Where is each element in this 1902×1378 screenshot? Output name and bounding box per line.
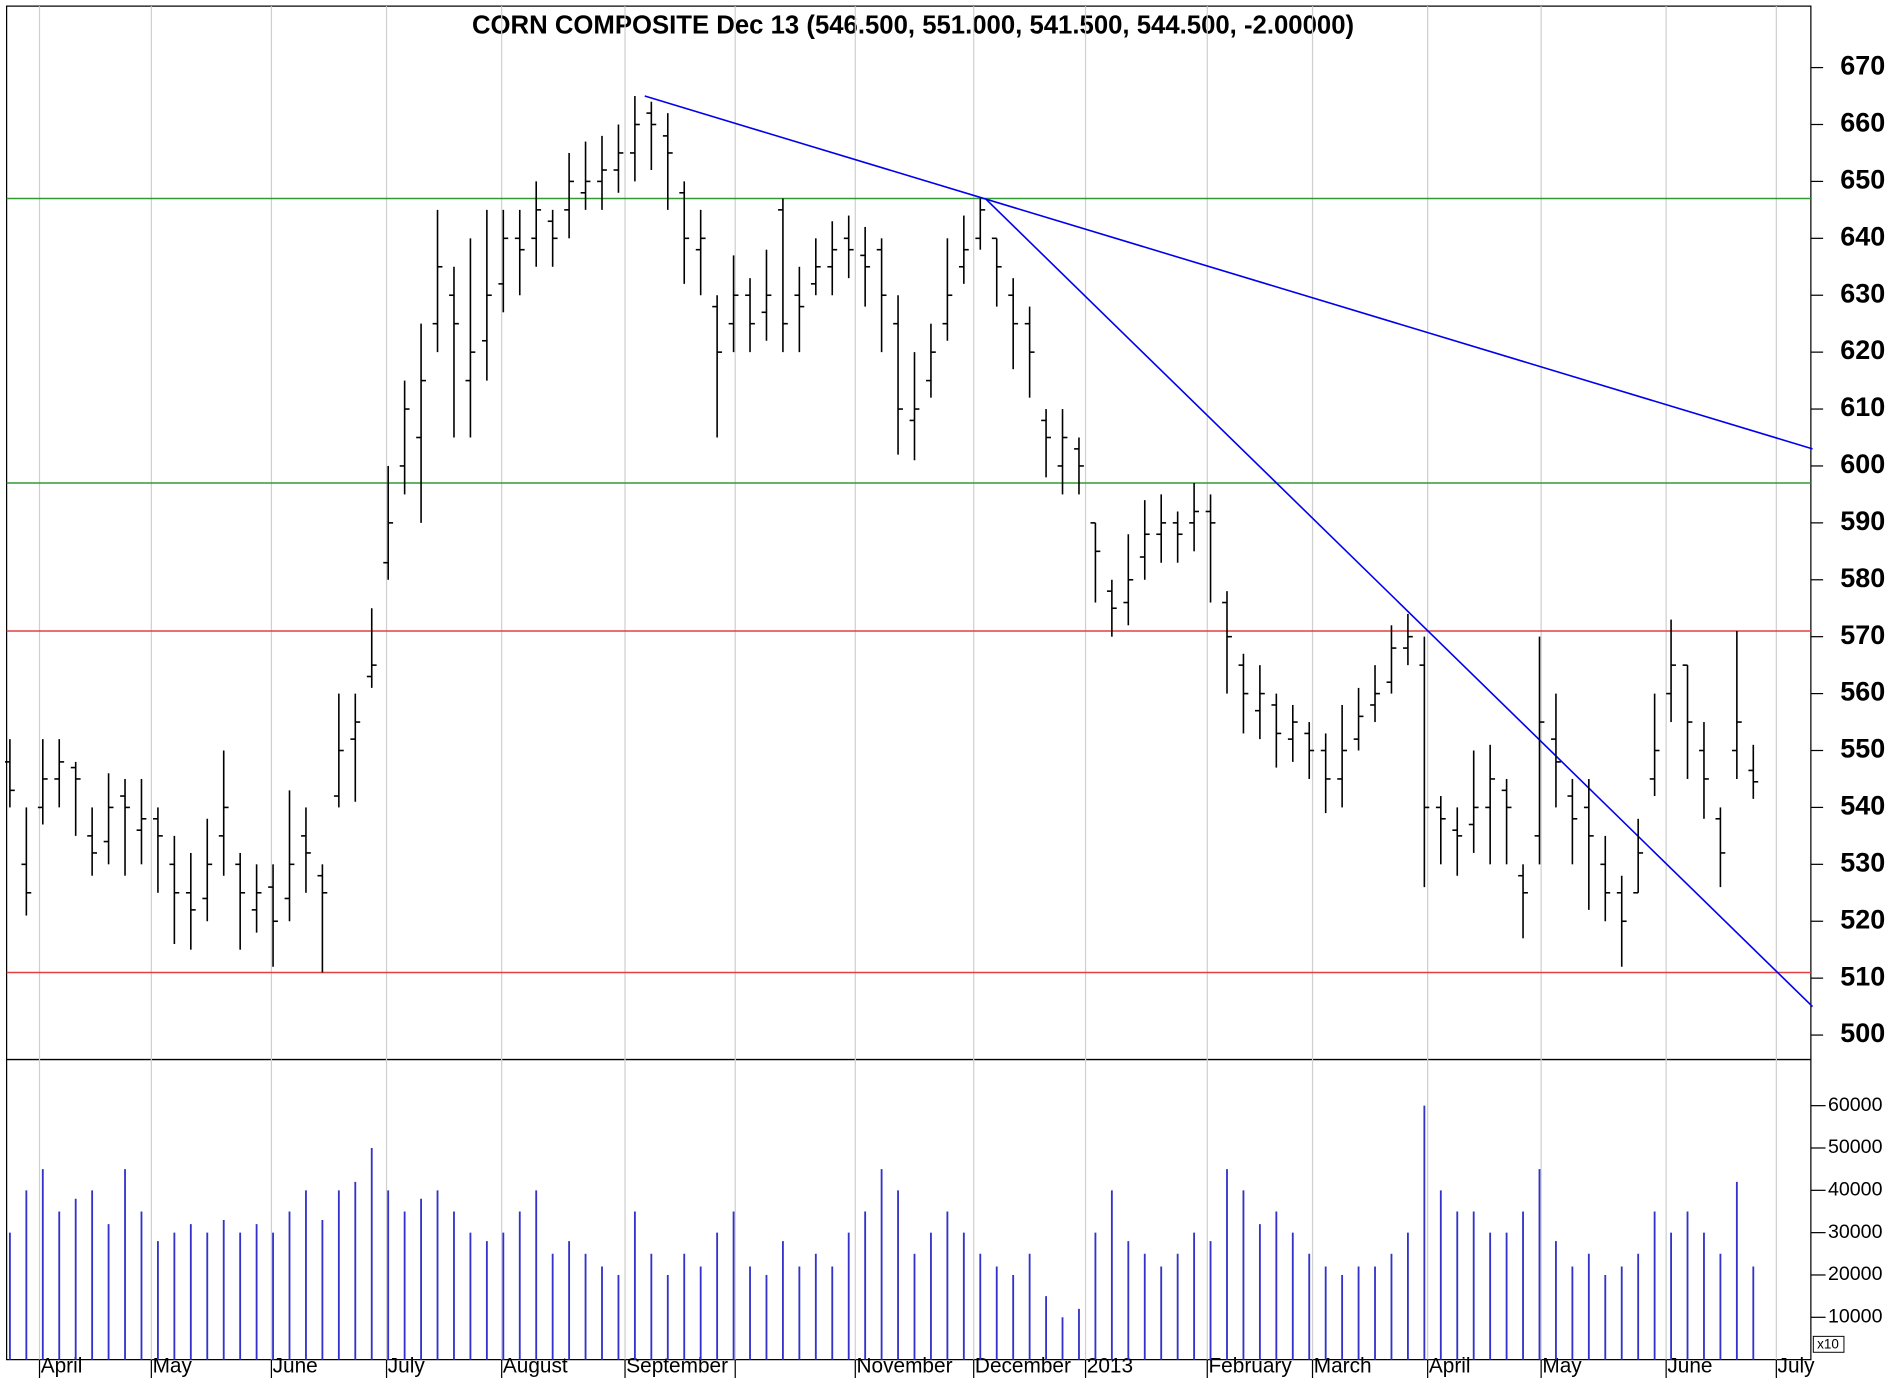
y-tick-label: 600 [1840,449,1885,479]
x-tick-label: August [503,1354,568,1377]
y-tick-label: 660 [1840,108,1885,138]
x-tick-label: November [857,1354,953,1377]
x-tick-label: May [1542,1354,1582,1377]
volume-panel [5,1058,1812,1361]
volume-tick-label: 20000 [1828,1263,1883,1285]
y-tick-label: 620 [1840,335,1885,365]
price-panel [5,5,1812,1061]
y-tick-label: 610 [1840,392,1885,422]
x-tick-label: February [1208,1354,1292,1377]
y-tick-label: 650 [1840,165,1885,195]
y-tick-label: 580 [1840,563,1885,593]
x-tick-label: September [626,1354,728,1377]
trend-line [984,197,1814,1008]
x-tick-label: March [1314,1354,1372,1377]
volume-tick-label: 10000 [1828,1305,1883,1327]
x-tick-label: 2013 [1087,1354,1133,1377]
y-tick-label: 540 [1840,791,1885,821]
volume-scale-note: x10 [1817,1336,1839,1351]
volume-tick-label: 30000 [1828,1221,1883,1243]
y-tick-label: 630 [1840,278,1885,308]
volume-tick-label: 40000 [1828,1178,1883,1200]
y-tick-label: 520 [1840,904,1885,934]
x-tick-label: April [1429,1354,1471,1377]
x-tick-label: June [273,1354,318,1377]
y-tick-label: 670 [1840,51,1885,81]
x-tick-label: December [975,1354,1071,1377]
scale-note-box [1812,1335,1845,1353]
y-tick-label: 570 [1840,620,1885,650]
y-tick-label: 500 [1840,1018,1885,1048]
chart-title: CORN COMPOSITE Dec 13 (546.500, 551.000,… [472,12,1354,40]
trend-line [644,95,1813,450]
x-tick-label: July [1778,1354,1816,1377]
volume-tick-label: 50000 [1828,1136,1883,1158]
x-tick-label: July [388,1354,426,1377]
x-tick-label: April [41,1354,83,1377]
y-tick-label: 550 [1840,734,1885,764]
y-tick-label: 590 [1840,506,1885,536]
x-tick-label: June [1667,1354,1712,1377]
y-tick-label: 530 [1840,847,1885,877]
y-tick-label: 640 [1840,221,1885,251]
y-tick-label: 560 [1840,677,1885,707]
x-tick-label: May [153,1354,193,1377]
y-tick-label: 510 [1840,961,1885,991]
volume-tick-label: 60000 [1828,1094,1883,1116]
